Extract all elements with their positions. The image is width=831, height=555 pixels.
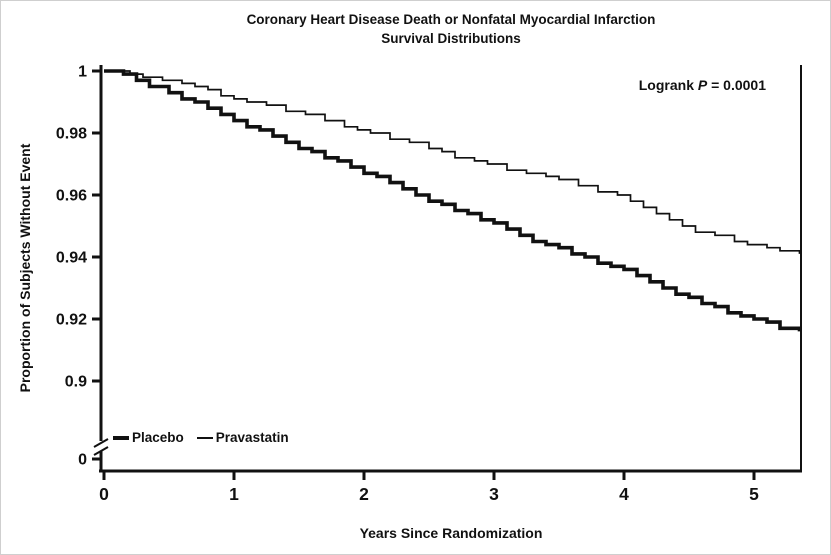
y-tick-label: 0.94 bbox=[56, 250, 87, 267]
logrank-annotation: Logrank P = 0.0001 bbox=[639, 77, 766, 93]
legend-label-placebo: Placebo bbox=[132, 430, 184, 445]
curve-placebo bbox=[104, 69, 802, 332]
legend-label-pravastatin: Pravastatin bbox=[215, 430, 289, 445]
chart-title-line2: Survival Distributions bbox=[381, 30, 521, 46]
logrank-p-symbol: P bbox=[697, 77, 708, 93]
x-tick-label: 1 bbox=[229, 484, 239, 504]
y-axis-break-mark bbox=[93, 438, 109, 448]
y-axis-break-mark bbox=[93, 446, 109, 456]
y-tick-label: 0.96 bbox=[56, 188, 87, 205]
x-tick-label: 3 bbox=[489, 484, 499, 504]
pravastatin-line-swatch bbox=[196, 436, 213, 439]
legend: Placebo Pravastatin bbox=[113, 430, 289, 445]
y-tick-label: 0 bbox=[78, 452, 87, 469]
x-tick-label: 5 bbox=[749, 484, 759, 504]
chart-title-line1: Coronary Heart Disease Death or Nonfatal… bbox=[246, 12, 656, 27]
chart-title: Coronary Heart Disease Death or Nonfatal… bbox=[91, 11, 811, 49]
x-tick-label: 4 bbox=[619, 484, 629, 504]
legend-item-pravastatin: Pravastatin bbox=[196, 430, 289, 445]
x-tick-label: 2 bbox=[359, 484, 369, 504]
x-axis-title: Years Since Randomization bbox=[359, 525, 543, 541]
curve-pravastatin bbox=[104, 70, 801, 254]
y-tick-label: 0.98 bbox=[56, 126, 87, 143]
logrank-value: = 0.0001 bbox=[707, 77, 766, 93]
legend-item-placebo: Placebo bbox=[113, 430, 184, 445]
placebo-line-swatch bbox=[113, 435, 129, 440]
y-tick-label: 0.92 bbox=[56, 312, 87, 329]
logrank-prefix: Logrank bbox=[638, 77, 698, 93]
x-tick-label: 0 bbox=[99, 484, 109, 504]
y-tick-label: 0.9 bbox=[65, 374, 87, 391]
y-tick-label: 1 bbox=[78, 64, 87, 81]
